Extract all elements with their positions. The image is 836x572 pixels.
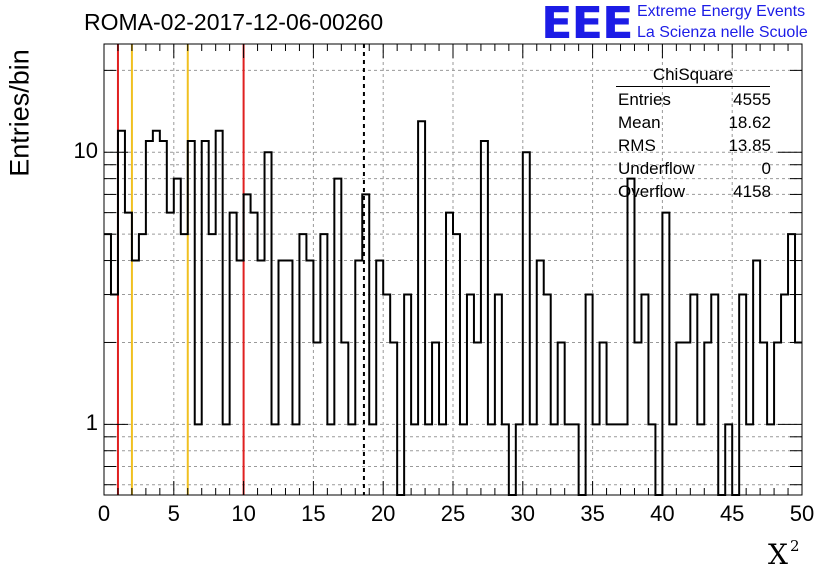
stats-value: 0 <box>761 159 771 178</box>
stats-label: Entries <box>618 90 671 109</box>
stats-value: 4555 <box>733 90 771 109</box>
stats-row: RMS 13.85 <box>612 134 774 157</box>
stats-label: RMS <box>618 136 656 155</box>
stats-title: ChiSquare <box>616 64 770 87</box>
y-tick-label: 1 <box>85 410 98 436</box>
stats-row: Entries 4555 <box>612 88 774 111</box>
histogram-series <box>104 120 802 496</box>
x-tick-label: 20 <box>370 501 396 526</box>
x-axis-label-base: X <box>768 538 788 571</box>
x-tick-label: 30 <box>510 501 536 526</box>
stats-label: Mean <box>618 113 661 132</box>
y-tick-label: 10 <box>73 138 98 164</box>
stats-value: 13.85 <box>728 136 771 155</box>
stats-value: 4158 <box>733 182 771 201</box>
x-tick-label: 35 <box>580 501 605 526</box>
x-axis-label-superscript: 2 <box>789 537 800 555</box>
x-tick-label: 40 <box>650 501 675 526</box>
x-tick-label: 5 <box>167 501 180 526</box>
stats-box: ChiSquare Entries 4555 Mean 18.62 RMS 13.85… <box>612 64 774 203</box>
stats-label: Overflow <box>618 182 686 201</box>
x-tick-label: 0 <box>97 501 111 526</box>
x-tick-label: 25 <box>440 501 466 526</box>
x-tick-label: 10 <box>231 501 256 526</box>
y-axis-label: Entries/bin <box>4 49 35 177</box>
stats-value: 18.62 <box>728 113 771 132</box>
logo-line-2: La Scienza nelle Scuole <box>637 24 808 41</box>
stats-row: Overflow 4158 <box>612 180 774 203</box>
eee-logo: EEE <box>541 0 634 49</box>
x-tick-label: 45 <box>719 501 745 526</box>
x-tick-label: 50 <box>789 501 815 526</box>
stats-label: Underflow <box>618 159 695 178</box>
x-tick-label: 15 <box>301 501 326 526</box>
chart-title: ROMA-02-2017-12-06-00260 <box>84 9 384 35</box>
stats-row: Mean 18.62 <box>612 111 774 134</box>
stats-row: Underflow 0 <box>612 157 774 180</box>
logo-line-1: Extreme Energy Events <box>637 3 806 20</box>
